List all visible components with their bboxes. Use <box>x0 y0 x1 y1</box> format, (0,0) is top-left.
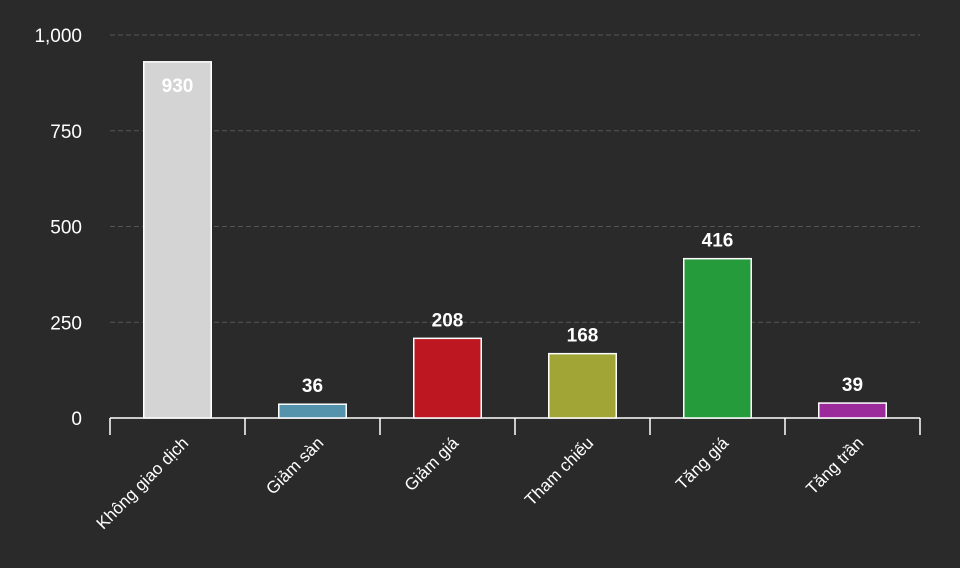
data-label: 36 <box>302 376 323 397</box>
bar <box>683 257 752 419</box>
bar <box>818 402 887 419</box>
bar <box>548 352 617 419</box>
bar <box>278 403 347 419</box>
data-label: 416 <box>702 231 734 252</box>
y-tick-label: 500 <box>50 218 82 239</box>
data-label: 930 <box>162 76 194 97</box>
y-tick-label: 250 <box>50 313 82 334</box>
bar <box>143 61 212 419</box>
y-tick-label: 0 <box>71 409 82 430</box>
y-tick-label: 750 <box>50 122 82 143</box>
data-label: 208 <box>432 310 464 331</box>
data-label: 39 <box>842 375 863 396</box>
y-tick-label: 1,000 <box>34 26 82 47</box>
data-label: 168 <box>567 326 599 347</box>
bar <box>413 337 482 419</box>
